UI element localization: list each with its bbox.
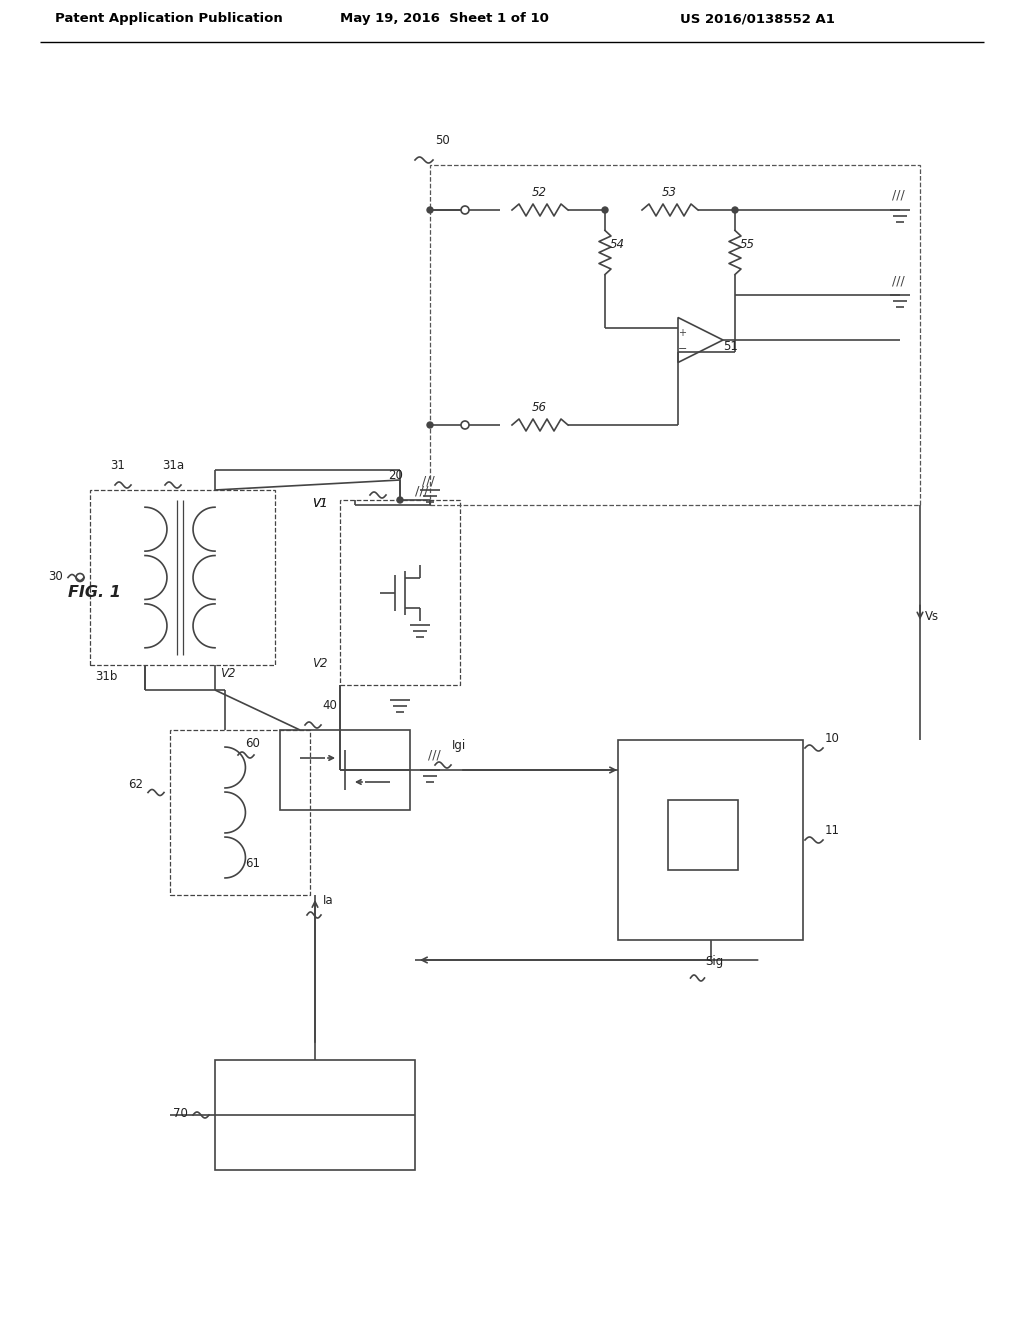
Text: 53: 53	[662, 186, 677, 199]
Text: +: +	[679, 329, 686, 338]
Bar	[618, 741, 803, 940]
Text: 52: 52	[532, 186, 547, 199]
Text: May 19, 2016  Sheet 1 of 10: May 19, 2016 Sheet 1 of 10	[340, 12, 549, 25]
Bar	[668, 800, 738, 870]
Text: 31a: 31a	[162, 459, 184, 473]
Bar	[340, 500, 460, 685]
Text: 62: 62	[128, 777, 143, 791]
Text: 61: 61	[245, 857, 260, 870]
Bar	[170, 730, 310, 895]
Text: V2: V2	[220, 667, 236, 680]
Bar	[215, 1060, 415, 1170]
Text: 51: 51	[723, 341, 738, 352]
Text: Igi: Igi	[452, 739, 466, 752]
Circle shape	[427, 422, 433, 428]
Text: ///: ///	[892, 275, 905, 286]
Text: 55: 55	[740, 238, 755, 251]
Text: V1: V1	[312, 498, 328, 510]
Text: V1: V1	[312, 498, 328, 510]
Text: 56: 56	[532, 401, 547, 414]
Text: 31: 31	[110, 459, 125, 473]
Text: FIG. 1: FIG. 1	[68, 585, 121, 601]
Text: 40: 40	[322, 700, 337, 711]
Text: 50: 50	[435, 135, 450, 147]
Text: US 2016/0138552 A1: US 2016/0138552 A1	[680, 12, 835, 25]
Circle shape	[427, 207, 433, 213]
Circle shape	[732, 207, 738, 213]
Text: 30: 30	[48, 569, 62, 582]
Text: Sig: Sig	[706, 954, 724, 968]
Text: 54: 54	[610, 238, 625, 251]
Bar	[280, 730, 410, 810]
Text: ///: ///	[415, 484, 428, 498]
Circle shape	[397, 498, 403, 503]
Text: 70: 70	[173, 1107, 187, 1119]
Bar	[430, 165, 920, 506]
Text: −: −	[678, 345, 687, 354]
Circle shape	[602, 207, 608, 213]
Text: 31b: 31b	[95, 671, 118, 682]
Text: Patent Application Publication: Patent Application Publication	[55, 12, 283, 25]
Text: ///: ///	[422, 475, 435, 488]
Text: 60: 60	[245, 737, 260, 750]
Text: V2: V2	[312, 657, 328, 671]
Text: ///: ///	[892, 189, 905, 202]
Text: 11: 11	[825, 824, 840, 837]
Text: 20: 20	[388, 469, 402, 482]
Text: Ia: Ia	[323, 894, 334, 907]
Bar	[90, 490, 275, 665]
Text: Vs: Vs	[925, 610, 939, 623]
Text: 10: 10	[825, 733, 840, 744]
Text: ///: ///	[428, 748, 440, 762]
